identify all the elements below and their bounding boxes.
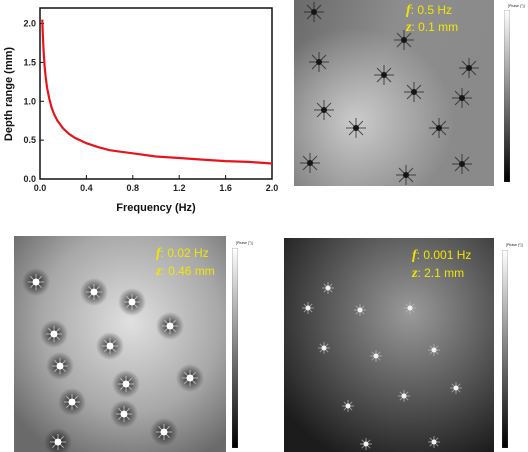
defect-spot [459, 95, 465, 101]
defect-spot [381, 72, 387, 78]
y-tick-label: 1.5 [23, 57, 36, 67]
y-axis-title: Depth range (mm) [3, 47, 15, 141]
x-tick-label: 0.8 [127, 183, 140, 193]
thermal-phase-image-panel-3: f: 0.001 Hz z: 2.1 mm [Phase (°)] [284, 238, 528, 452]
defect-spot [407, 305, 413, 311]
defect-spot [321, 107, 327, 113]
colorbar [232, 248, 238, 448]
defect-spot [436, 125, 442, 131]
defect-spot [325, 285, 331, 291]
defect-spot [353, 125, 359, 131]
defect-spot [50, 330, 58, 338]
colorbar-title: [Phase (°)] [508, 4, 525, 8]
colorbar-title: [Phase (°)] [236, 241, 253, 245]
frequency-value: 0.001 Hz [423, 248, 472, 262]
defect-spot [466, 65, 472, 71]
depth-annotation: z: 0.1 mm [406, 20, 459, 35]
frequency-annotation: f: 0.02 Hz [156, 246, 209, 261]
colorbar-title: [Phase (°)] [506, 243, 523, 247]
defect-spot [459, 161, 465, 167]
depth-annotation: z: 2.1 mm [412, 266, 465, 281]
defect-spot [186, 374, 194, 382]
frequency-annotation: f: 0.5 Hz [406, 3, 453, 18]
frequency-value: 0.02 Hz [167, 246, 209, 260]
x-tick-label: 0.0 [34, 183, 47, 193]
x-tick-label: 1.6 [219, 183, 232, 193]
x-tick-label: 1.2 [173, 183, 186, 193]
defect-spot [54, 438, 62, 446]
defect-spot [311, 9, 317, 15]
defect-spot [411, 89, 417, 95]
depth-value: 0.1 mm [418, 20, 459, 34]
defect-spot [120, 410, 128, 418]
thermal-phase-image-panel-1: f: 0.5 Hz z: 0.1 mm [Phase (°)] [294, 0, 528, 186]
depth-value: 2.1 mm [424, 266, 465, 280]
defect-spot [122, 380, 130, 388]
defect-spot [401, 37, 407, 43]
defect-spot [166, 322, 174, 330]
defect-spot [431, 439, 437, 445]
defect-spot [56, 362, 64, 370]
defect-spot [403, 172, 409, 178]
x-tick-label: 2.0 [266, 183, 279, 193]
defect-spot [128, 298, 136, 306]
defect-spot [307, 160, 313, 166]
defect-spot [32, 278, 40, 286]
series-line [41, 19, 273, 165]
colorbar [504, 10, 510, 182]
x-axis-title: Frequency (Hz) [116, 202, 196, 214]
defect-spot [90, 288, 98, 296]
frequency-annotation: f: 0.001 Hz [412, 248, 472, 263]
x-axis-ticks: 0.0 0.4 0.8 1.2 1.6 2.0 [34, 175, 279, 193]
defect-spot [305, 305, 311, 311]
defect-spot [321, 345, 327, 351]
defect-spot [363, 441, 369, 447]
defect-spot [160, 428, 168, 436]
defect-spot [345, 403, 351, 409]
defect-spot [316, 59, 322, 65]
depth-range-chart: 0.0 0.5 1.0 1.5 2.0 0.0 0.4 0.8 1.2 1.6 2.0 Frequ… [3, 7, 279, 214]
frequency-value: 0.5 Hz [417, 3, 453, 17]
defect-spot [106, 342, 114, 350]
depth-value: 0.46 mm [168, 264, 215, 278]
colorbar [502, 250, 508, 448]
depth-annotation: z: 0.46 mm [156, 264, 215, 279]
defect-spot [68, 398, 76, 406]
plot-frame [39, 7, 273, 180]
y-tick-label: 1.0 [23, 96, 36, 106]
defect-spot [453, 385, 459, 391]
y-tick-label: 2.0 [23, 19, 36, 29]
thermal-phase-image-panel-2: f: 0.02 Hz z: 0.46 mm [Phase (°)] [14, 236, 260, 452]
y-tick-label: 0.5 [23, 135, 36, 145]
defect-spot [373, 353, 379, 359]
defect-spot [357, 307, 363, 313]
defect-spot [401, 393, 407, 399]
y-tick-label: 0.0 [23, 174, 36, 184]
x-tick-label: 0.4 [80, 183, 93, 193]
defect-spot [431, 347, 437, 353]
